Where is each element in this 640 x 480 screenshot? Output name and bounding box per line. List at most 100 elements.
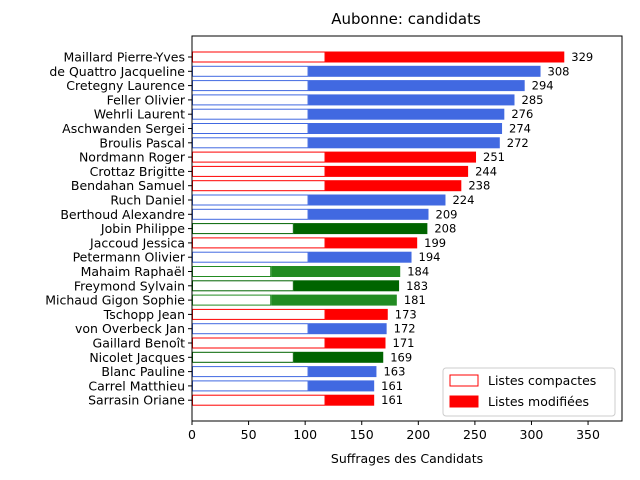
bar-compactes (192, 65, 309, 77)
candidate-label: de Quattro Jacqueline (49, 64, 185, 79)
value-label: 172 (394, 322, 416, 336)
candidate-label: Crottaz Brigitte (90, 164, 186, 179)
legend-label-compactes: Listes compactes (488, 373, 596, 388)
bars-group (192, 51, 565, 406)
candidate-label: Petermann Olivier (73, 250, 186, 265)
candidate-label: Michaud Gigon Sophie (45, 293, 185, 308)
x-axis-label: Suffrages des Candidats (331, 451, 483, 466)
bar-modifiees (308, 65, 541, 77)
bar-modifiees (271, 294, 397, 306)
bar-compactes (192, 251, 309, 263)
candidate-label: Freymond Sylvain (74, 278, 185, 293)
candidate-label: von Overbeck Jan (75, 321, 185, 336)
candidate-label: Berthoud Alexandre (60, 207, 185, 222)
candidate-label: Mahaim Raphaël (81, 264, 185, 279)
legend-label-modifiees: Listes modifiées (488, 394, 589, 409)
bar-modifiees (325, 237, 418, 249)
bar-modifiees (308, 94, 515, 106)
x-tick-label: 50 (241, 427, 257, 442)
bar-compactes (192, 337, 326, 349)
candidate-label: Aschwanden Sergei (62, 121, 185, 136)
value-label: 181 (404, 293, 426, 307)
value-label: 308 (548, 64, 570, 78)
bar-compactes (192, 180, 326, 192)
legend-swatch-compactes (449, 374, 479, 387)
bar-modifiees (325, 165, 469, 177)
candidate-label: Sarrasin Oriane (88, 393, 185, 408)
value-label: 251 (483, 150, 505, 164)
bar-compactes (192, 165, 326, 177)
candidate-label: Feller Olivier (107, 92, 186, 107)
bar-modifiees (325, 308, 388, 320)
candidate-label: Blanc Pauline (101, 364, 185, 379)
legend-box (442, 367, 616, 417)
bar-modifiees (325, 151, 477, 163)
value-label: 209 (436, 207, 458, 221)
labels-group: Maillard Pierre-Yves 329 de Quattro Jacque… (45, 50, 593, 408)
value-label: 163 (383, 365, 405, 379)
bar-compactes (192, 137, 309, 149)
candidate-label: Gaillard Benoît (93, 336, 186, 351)
bar-modifiees (325, 394, 375, 406)
x-tick-label: 350 (576, 427, 600, 442)
legend-swatch-modifiees (449, 395, 479, 408)
value-label: 276 (511, 107, 533, 121)
candidate-label: Maillard Pierre-Yves (63, 50, 185, 65)
bar-compactes (192, 223, 294, 235)
bar-modifiees (308, 137, 500, 149)
bar-compactes (192, 108, 309, 120)
bar-compactes (192, 308, 326, 320)
candidate-label: Nordmann Roger (79, 150, 186, 165)
chart-title: Aubonne: candidats (331, 10, 481, 28)
bar-compactes (192, 80, 309, 92)
bar-modifiees (308, 108, 505, 120)
candidate-label: Ruch Daniel (110, 193, 185, 208)
plot-frame (191, 35, 623, 422)
bar-modifiees (325, 51, 565, 63)
value-label: 184 (407, 265, 429, 279)
value-label: 274 (509, 122, 531, 136)
bar-modifiees (293, 351, 384, 363)
bar-modifiees (308, 366, 377, 378)
value-label: 161 (381, 379, 403, 393)
value-label: 173 (395, 307, 417, 321)
value-label: 171 (393, 336, 415, 350)
candidate-label: Tschopp Jean (103, 307, 185, 322)
value-label: 224 (452, 193, 474, 207)
value-label: 244 (475, 164, 497, 178)
x-tick-label: 100 (293, 427, 317, 442)
value-label: 194 (419, 250, 441, 264)
bar-modifiees (271, 266, 401, 277)
bar-compactes (192, 237, 326, 249)
value-label: 199 (424, 236, 446, 250)
candidate-label: Carrel Matthieu (88, 378, 185, 393)
value-label: 183 (406, 279, 428, 293)
x-tick-label: 150 (350, 427, 374, 442)
bar-compactes (192, 266, 272, 277)
bar-modifiees (293, 223, 428, 235)
candidate-label: Jaccoud Jessica (89, 235, 185, 250)
bar-compactes (192, 351, 294, 363)
bar-compactes (192, 194, 309, 206)
value-label: 238 (468, 179, 490, 193)
bar-modifiees (308, 251, 412, 263)
x-tick-label: 250 (463, 427, 487, 442)
bar-compactes (192, 94, 309, 106)
value-label: 169 (390, 350, 412, 364)
value-label: 294 (532, 79, 554, 93)
bar-modifiees (325, 180, 462, 192)
legend: Listes compactes Listes modifiées (442, 367, 616, 417)
bar-modifiees (308, 194, 446, 206)
candidate-label: Wehrli Laurent (94, 107, 185, 122)
x-tick-label: 200 (406, 427, 430, 442)
bar-compactes (192, 394, 326, 406)
value-label: 329 (571, 50, 593, 64)
bar-compactes (192, 294, 272, 306)
x-tick-label: 0 (188, 427, 196, 442)
bar-compactes (192, 151, 326, 163)
bar-compactes (192, 123, 309, 134)
bar-compactes (192, 323, 309, 335)
bar-modifiees (308, 380, 375, 392)
x-tick-label: 300 (520, 427, 544, 442)
value-label: 285 (522, 93, 544, 107)
